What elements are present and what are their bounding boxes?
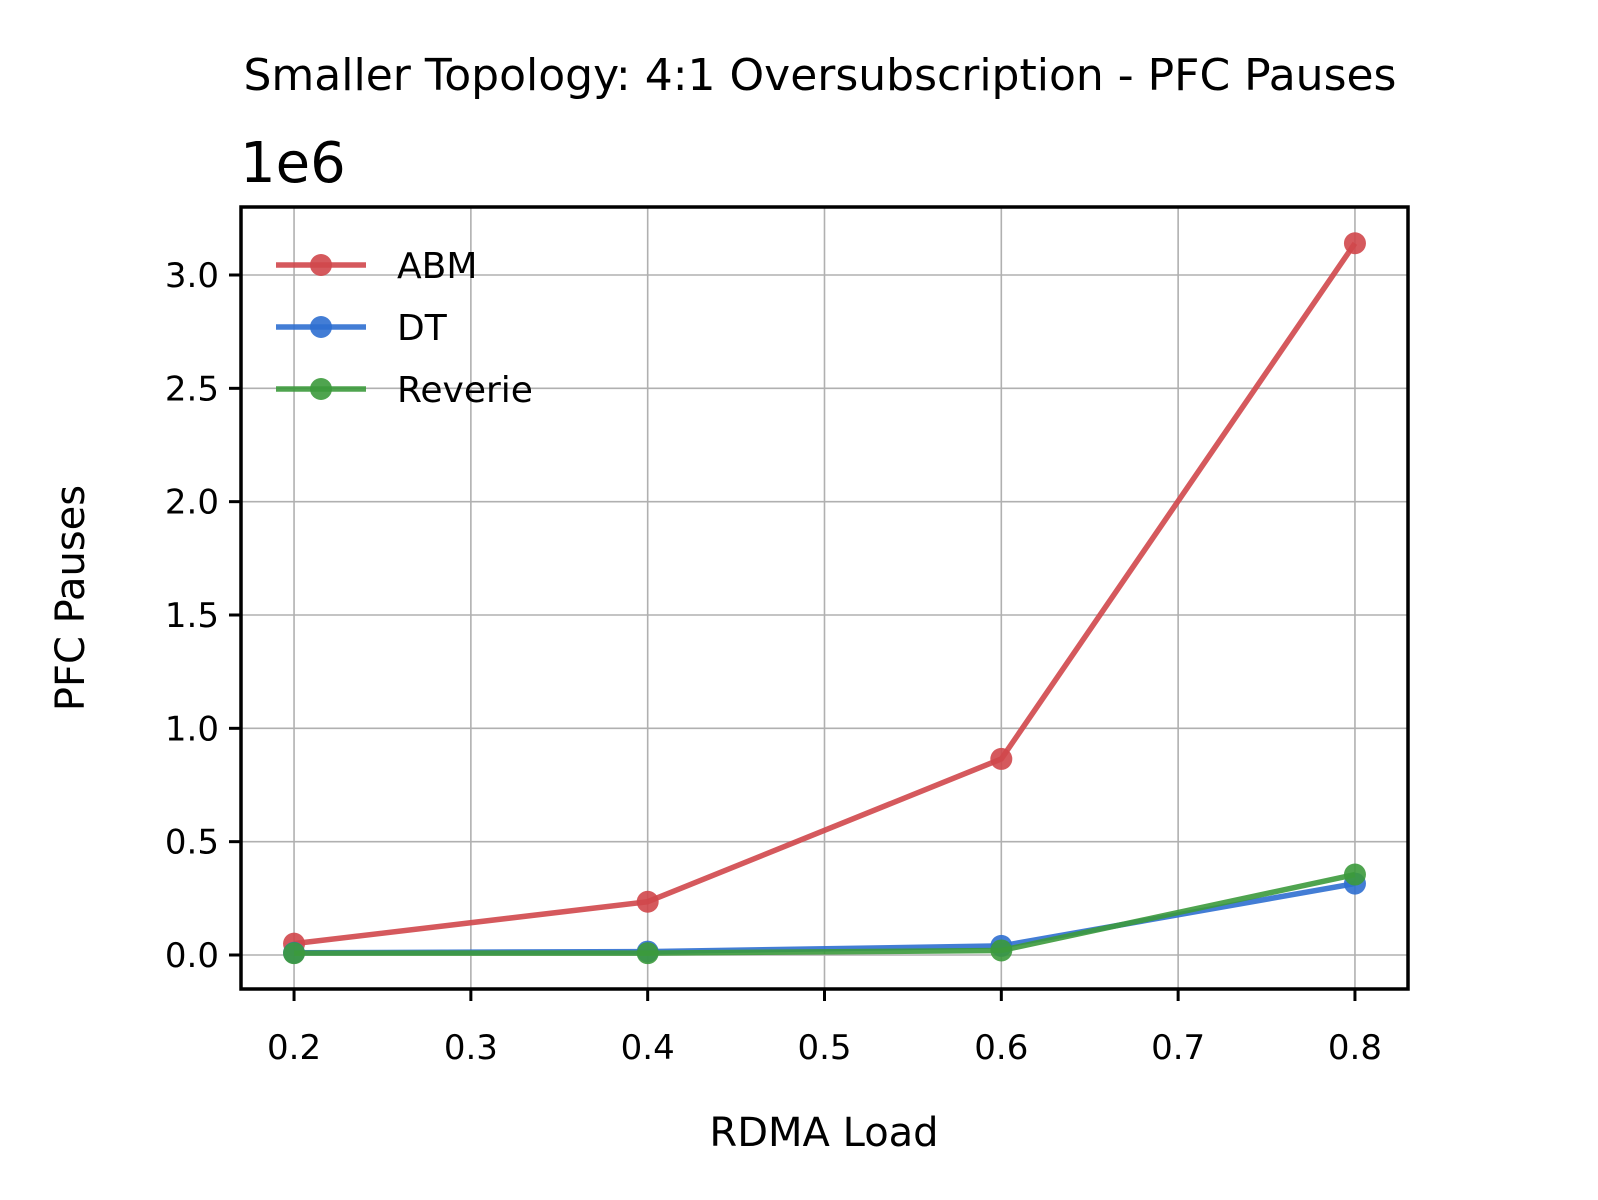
x-tick-label: 0.2 xyxy=(267,1028,321,1068)
legend-item-reverie[interactable]: Reverie xyxy=(276,370,533,411)
y-tick-label: 0.5 xyxy=(165,823,219,863)
x-axis-label: RDMA Load xyxy=(709,1110,938,1156)
data-point-abm xyxy=(1343,232,1366,255)
chart-title: Smaller Topology: 4:1 Oversubscription -… xyxy=(244,50,1397,101)
legend-label: DT xyxy=(397,308,448,349)
y-tick-label: 0.0 xyxy=(165,936,219,976)
legend-swatch-marker xyxy=(310,316,332,338)
y-tick-label: 2.5 xyxy=(165,369,219,409)
y-axis-label: PFC Pauses xyxy=(48,485,94,711)
data-point-reverie xyxy=(636,942,659,965)
series-reverie xyxy=(283,863,1366,965)
y-tick-label: 1.0 xyxy=(165,709,219,749)
series-layer xyxy=(283,232,1366,965)
y-tick-label: 2.0 xyxy=(165,483,219,523)
data-point-reverie xyxy=(1343,863,1366,886)
legend-swatch-marker xyxy=(310,378,332,400)
data-point-reverie xyxy=(990,939,1013,962)
x-tick-label: 0.6 xyxy=(974,1028,1028,1068)
x-tick-label: 0.4 xyxy=(621,1028,675,1068)
x-tick-label: 0.8 xyxy=(1328,1028,1382,1068)
legend-item-dt[interactable]: DT xyxy=(276,308,448,349)
data-point-reverie xyxy=(283,942,306,965)
legend-label: Reverie xyxy=(397,370,533,411)
series-line-reverie xyxy=(294,871,1356,956)
x-tick-label: 0.3 xyxy=(444,1028,498,1068)
y-tick-label: 3.0 xyxy=(165,256,219,296)
y-tick-label: 1.5 xyxy=(165,596,219,636)
data-point-abm xyxy=(990,747,1013,770)
legend-swatch-marker xyxy=(310,254,332,276)
legend-label: ABM xyxy=(397,246,477,287)
x-tick-label: 0.5 xyxy=(797,1028,851,1068)
legend[interactable]: ABM DT Reverie xyxy=(276,246,533,411)
data-point-abm xyxy=(636,890,659,913)
series-line-abm xyxy=(293,241,1358,947)
legend-item-abm[interactable]: ABM xyxy=(276,246,477,287)
x-axis: 0.2 0.3 0.4 0.5 0.6 0.7 0.8 xyxy=(267,989,1382,1068)
y-offset-text: 1e6 xyxy=(240,131,346,196)
x-tick-label: 0.7 xyxy=(1151,1028,1205,1068)
grid-lines xyxy=(241,207,1408,989)
y-axis: 0.0 0.5 1.0 1.5 2.0 2.5 3.0 xyxy=(165,256,241,976)
